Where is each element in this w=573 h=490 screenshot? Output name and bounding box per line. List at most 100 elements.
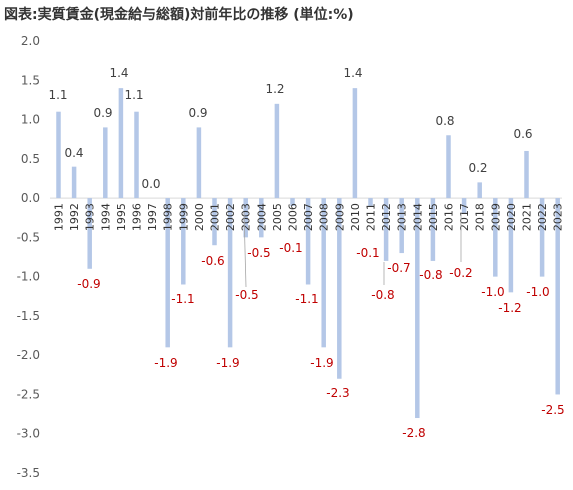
data-label: -1.1 <box>295 292 318 306</box>
bar-1991 <box>56 111 61 199</box>
bar-2016 <box>446 135 451 199</box>
bar-2009 <box>337 198 342 379</box>
data-label: -2.8 <box>402 426 425 440</box>
x-tick-label: 2017 <box>458 203 471 231</box>
x-tick-label: 2002 <box>224 203 237 231</box>
chart-title: 図表:実質賃金(現金給与総額)対前年比の推移 (単位:%) <box>4 7 354 23</box>
x-tick-label: 1991 <box>53 203 66 231</box>
x-tick-label: 2005 <box>271 203 284 231</box>
data-label: 0.2 <box>468 161 487 175</box>
x-tick-label: 2019 <box>489 203 502 231</box>
y-tick-label: 1.5 <box>21 73 40 87</box>
data-label: -0.5 <box>247 246 270 260</box>
x-tick-label: 2018 <box>474 203 487 231</box>
y-tick-label: -2.0 <box>17 348 40 362</box>
x-tick-label: 1992 <box>68 203 81 231</box>
bar-2010 <box>352 88 358 199</box>
x-tick-label: 2023 <box>552 203 565 231</box>
bar-2011 <box>368 198 373 206</box>
y-tick-label: -1.5 <box>17 309 40 323</box>
data-label: -1.1 <box>171 292 194 306</box>
leader-line <box>243 211 247 288</box>
data-label: -0.8 <box>371 288 394 302</box>
bar-2019 <box>493 198 498 277</box>
x-tick-label: 2003 <box>240 203 253 231</box>
y-tick-label: 2.0 <box>21 34 40 48</box>
bar-1999 <box>181 198 186 285</box>
x-tick-label: 2014 <box>411 203 424 231</box>
x-tick-label: 2004 <box>255 203 268 231</box>
x-tick-label: 1998 <box>162 203 175 231</box>
y-tick-label: -0.5 <box>17 230 40 244</box>
data-label: -0.7 <box>387 261 410 275</box>
bar-2021 <box>524 150 529 199</box>
x-tick-label: 2010 <box>349 203 362 231</box>
data-label: -0.5 <box>235 288 258 302</box>
data-label: -2.5 <box>541 403 564 417</box>
bar-1995 <box>118 88 124 199</box>
bar-2000 <box>196 127 202 199</box>
bar-2017 <box>461 198 467 214</box>
data-label: 0.9 <box>93 106 112 120</box>
y-axis: 2.0 1.5 1.0 0.5 0.0 -0.5 -1.0 -1.5 -2.0 -2.5 -3.0 -… <box>17 34 40 480</box>
bar-2008 <box>321 198 326 348</box>
data-label: -0.2 <box>449 266 472 280</box>
x-tick-label: 1996 <box>131 203 144 231</box>
y-tick-label: -2.5 <box>17 387 40 401</box>
data-label: -0.1 <box>279 241 302 255</box>
bar-2013 <box>399 198 404 254</box>
data-label: 0.8 <box>435 114 454 128</box>
bar-1998 <box>165 198 170 348</box>
x-tick-label: 2015 <box>427 203 440 231</box>
x-axis-tick-labels: 1991 1992 1993 1994 1995 1996 1997 1998 1999 2000… <box>53 203 565 231</box>
x-tick-label: 2006 <box>287 203 300 231</box>
data-label: -2.3 <box>326 386 349 400</box>
data-label: -1.0 <box>481 285 504 299</box>
y-tick-label: 0.5 <box>21 152 40 166</box>
bar-2018 <box>477 182 482 199</box>
data-label: 0.0 <box>141 177 160 191</box>
bar-2002 <box>227 198 233 348</box>
x-tick-label: 2022 <box>536 203 549 231</box>
x-tick-label: 2013 <box>396 203 409 231</box>
data-label: -1.9 <box>310 356 333 370</box>
data-label: -0.1 <box>356 246 379 260</box>
x-tick-label: 1993 <box>84 203 97 231</box>
bar-2003 <box>243 198 248 238</box>
x-tick-label: 2009 <box>333 203 346 231</box>
data-label: 0.9 <box>188 106 207 120</box>
x-tick-label: 2007 <box>302 203 315 231</box>
x-tick-label: 1994 <box>99 203 112 231</box>
data-label: -1.0 <box>526 285 549 299</box>
bar-2005 <box>274 103 280 199</box>
data-label: 0.6 <box>513 127 532 141</box>
x-tick-label: 2016 <box>443 203 456 231</box>
y-tick-label: 0.0 <box>21 191 40 205</box>
bar-1992 <box>71 166 77 199</box>
x-tick-label: 2011 <box>365 203 378 231</box>
y-tick-label: 1.0 <box>21 113 40 127</box>
bar-2007 <box>305 198 311 285</box>
bar-2020 <box>508 198 514 293</box>
x-tick-label: 2012 <box>380 203 393 231</box>
bar-1994 <box>103 127 108 199</box>
x-tick-label: 2020 <box>505 203 518 231</box>
x-tick-label: 2000 <box>193 203 206 231</box>
bars <box>56 88 560 419</box>
data-label: 1.2 <box>265 82 284 96</box>
data-label: -1.9 <box>154 356 177 370</box>
data-label: 1.1 <box>124 88 143 102</box>
y-tick-label: -3.0 <box>17 427 40 441</box>
data-label: 0.4 <box>64 146 83 160</box>
bar-2015 <box>430 198 436 261</box>
x-tick-label: 2001 <box>209 203 222 231</box>
x-tick-label: 1995 <box>115 203 128 231</box>
y-tick-label: -1.0 <box>17 270 40 284</box>
bar-1993 <box>87 198 92 269</box>
x-tick-label: 1999 <box>177 203 190 231</box>
bar-2012 <box>383 198 389 261</box>
x-tick-label: 2021 <box>521 203 534 231</box>
bar-1996 <box>134 111 139 199</box>
bar-2023 <box>555 198 560 395</box>
